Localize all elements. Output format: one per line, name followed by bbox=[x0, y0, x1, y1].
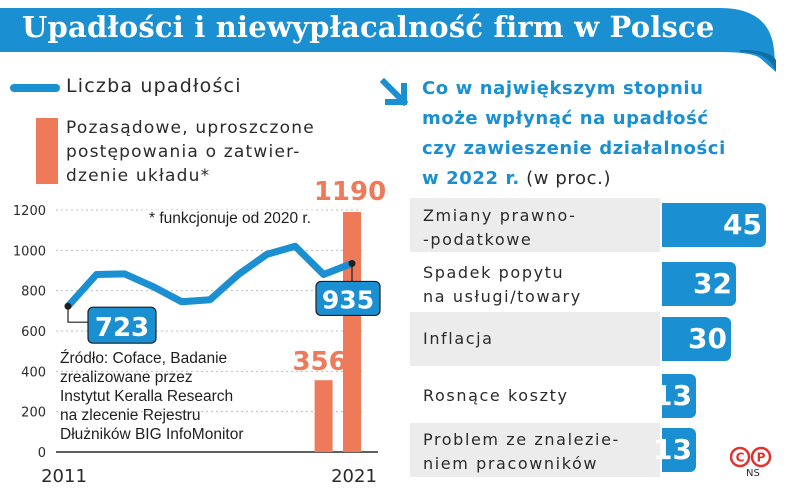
factor-label-2b: na usługi/towary bbox=[423, 287, 582, 306]
factor-label-1b: -podatkowe bbox=[423, 230, 533, 249]
factor-bar-1: 45 bbox=[662, 203, 766, 247]
factor-value-4: 13 bbox=[653, 379, 692, 412]
source-line-2: zrealizowane przez bbox=[60, 369, 193, 386]
svg-text:C: C bbox=[736, 451, 745, 465]
factor-value-5: 13 bbox=[653, 433, 692, 466]
source-line-4: na zlecenie Rejestru bbox=[60, 407, 201, 424]
x-tick-label: 2011 bbox=[41, 466, 87, 487]
bar-2020 bbox=[314, 380, 333, 452]
logo-initials: NS bbox=[746, 468, 760, 479]
bar-legend-swatch bbox=[36, 118, 58, 184]
last-value-box bbox=[315, 280, 381, 317]
svg-text:P: P bbox=[757, 451, 766, 465]
arrow-down-right-icon bbox=[379, 77, 409, 107]
right-heading-unit: (w proc.) bbox=[519, 168, 612, 189]
factor-value-3: 30 bbox=[688, 322, 727, 355]
factor-label-2a: Spadek popytu bbox=[423, 263, 565, 282]
y-tick-label: 0 bbox=[38, 446, 46, 461]
right-heading-line-4: w 2022 r. (w proc.) bbox=[422, 164, 611, 194]
bar-2021 bbox=[343, 212, 361, 452]
page-title: Upadłości i niewypłacalność firm w Polsc… bbox=[22, 10, 715, 44]
source-line-5: Dłużników BIG InfoMonitor bbox=[60, 426, 244, 443]
callout-leader bbox=[67, 306, 94, 323]
title-banner bbox=[0, 8, 776, 72]
factor-label-5b: niem pracowników bbox=[423, 454, 599, 473]
bankruptcy-line bbox=[64, 242, 356, 310]
factor-label-5a: Problem ze znalezie- bbox=[423, 430, 620, 449]
bar-legend-label-2: postępowania o zatwier- bbox=[66, 142, 301, 162]
factor-bar-4: 13 bbox=[653, 374, 696, 418]
y-tick-label: 800 bbox=[21, 285, 46, 300]
line-legend-swatch bbox=[10, 84, 60, 92]
right-heading-line-2: może wpłynąć na upadłość bbox=[422, 108, 709, 129]
y-tick-label: 600 bbox=[21, 325, 46, 340]
right-heading-line-3: czy zawieszenie działalności bbox=[422, 138, 726, 159]
source-line-3: Instytut Keralla Research bbox=[60, 388, 234, 405]
factor-row-bg bbox=[410, 423, 660, 477]
bar-legend-label-1: Pozasądowe, uproszczone bbox=[66, 118, 315, 138]
bankruptcy-line-chart: 0 200 400 600 800 1000 1200 723 935 356 1190 2011 20… bbox=[13, 177, 386, 487]
factor-row-bg bbox=[410, 312, 660, 366]
factor-row-bg bbox=[410, 259, 660, 313]
factor-bar-3: 30 bbox=[662, 317, 731, 361]
right-heading-year: w 2022 r. bbox=[422, 168, 520, 189]
factor-bar-5: 13 bbox=[653, 428, 696, 472]
factor-bar-2: 32 bbox=[662, 262, 736, 306]
y-tick-label: 1000 bbox=[13, 244, 46, 259]
y-tick-label: 400 bbox=[21, 365, 46, 380]
factor-row-bg bbox=[410, 198, 660, 252]
y-tick-label: 1200 bbox=[13, 204, 46, 219]
copyright-phonographic-logo: C P bbox=[730, 446, 772, 468]
factor-value-1: 45 bbox=[723, 208, 762, 241]
last-value-label: 935 bbox=[322, 285, 374, 314]
line-legend-label: Liczba upadłości bbox=[66, 75, 242, 97]
footnote: * funkcjonuje od 2020 r. bbox=[146, 210, 315, 228]
y-tick-label: 200 bbox=[21, 406, 46, 421]
factor-label-1a: Zmiany prawno- bbox=[423, 206, 577, 225]
bar-value-label: 1190 bbox=[314, 177, 386, 207]
first-value-label: 723 bbox=[95, 313, 149, 343]
bar-value-label: 356 bbox=[292, 347, 346, 377]
source-line-1: Źródło: Coface, Badanie bbox=[60, 350, 228, 367]
factor-label-4: Rosnące koszty bbox=[423, 386, 569, 405]
right-heading-line-1: Co w największym stopniu bbox=[422, 78, 704, 99]
factor-value-2: 32 bbox=[693, 267, 732, 300]
bar-legend-label-3: dzenie układu* bbox=[66, 166, 211, 186]
x-tick-label: 2021 bbox=[331, 466, 377, 487]
factor-label-3: Inflacja bbox=[423, 329, 494, 348]
first-value-box bbox=[87, 306, 157, 344]
